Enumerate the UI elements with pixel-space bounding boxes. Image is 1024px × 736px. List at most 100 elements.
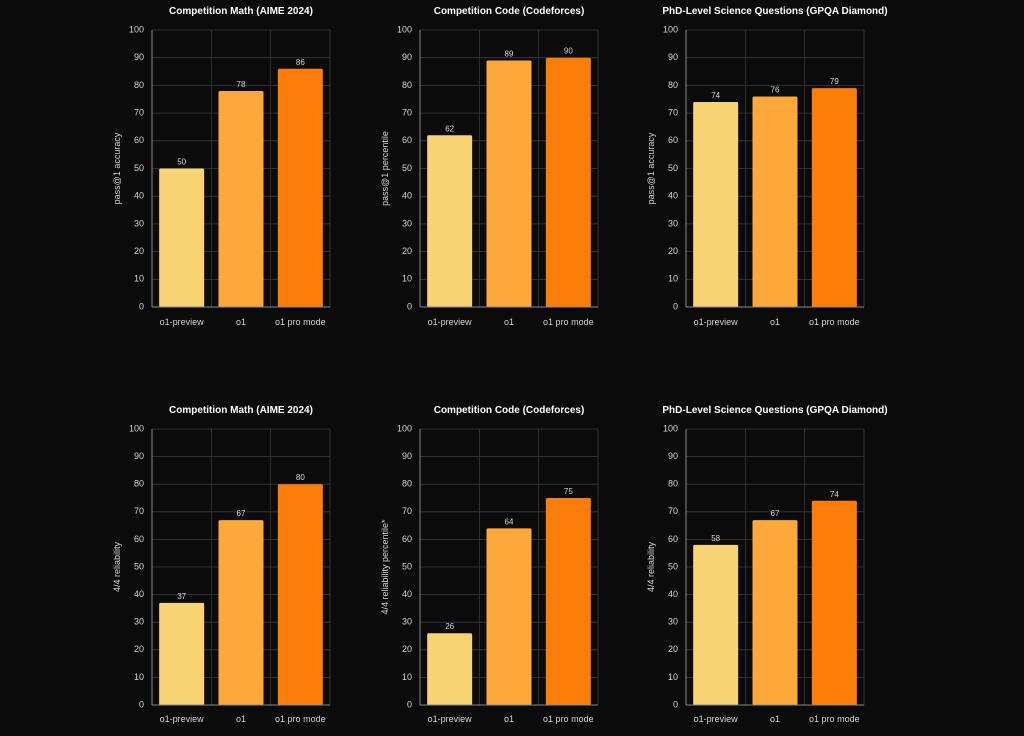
x-category-label: o1 pro mode: [809, 317, 860, 327]
y-axis-label: 4/4 reliability percentile*: [380, 519, 390, 615]
y-tick-label: 80: [402, 80, 412, 90]
y-tick-label: 40: [668, 191, 678, 201]
x-category-label: o1-preview: [160, 714, 205, 724]
x-category-label: o1-preview: [428, 714, 473, 724]
y-tick-label: 50: [668, 163, 678, 173]
bar-o1-preview: [159, 168, 205, 307]
bar-o1-preview: [693, 102, 739, 308]
bar-value-label: 37: [177, 592, 186, 601]
y-tick-label: 0: [139, 301, 144, 311]
y-tick-label: 10: [402, 672, 412, 682]
x-category-label: o1 pro mode: [275, 317, 326, 327]
bar-value-label: 26: [445, 622, 454, 631]
y-tick-label: 90: [402, 52, 412, 62]
bar-value-label: 75: [564, 487, 573, 496]
bar-o1: [486, 528, 532, 705]
x-category-label: o1: [770, 714, 780, 724]
x-category-label: o1-preview: [694, 317, 739, 327]
y-tick-label: 100: [397, 423, 412, 433]
bar-o1-pro-mode: [277, 484, 323, 705]
y-tick-label: 80: [402, 479, 412, 489]
bar-o1-preview: [159, 602, 205, 705]
bar-value-label: 50: [177, 158, 186, 167]
y-tick-label: 90: [402, 451, 412, 461]
bar-value-label: 76: [771, 85, 780, 94]
y-tick-label: 100: [129, 24, 144, 34]
bar-value-label: 64: [505, 517, 514, 526]
x-category-label: o1 pro mode: [275, 714, 326, 724]
y-tick-label: 40: [134, 191, 144, 201]
bar-value-label: 62: [445, 124, 454, 133]
bar-o1-pro-mode: [545, 498, 591, 705]
y-tick-label: 0: [139, 699, 144, 709]
x-category-label: o1 pro mode: [543, 317, 594, 327]
y-axis-label: 4/4 reliability: [112, 541, 122, 592]
y-tick-label: 30: [668, 218, 678, 228]
y-tick-label: 70: [668, 107, 678, 117]
y-tick-label: 30: [402, 617, 412, 627]
x-category-label: o1: [504, 317, 514, 327]
y-tick-label: 100: [397, 24, 412, 34]
y-tick-label: 100: [663, 423, 678, 433]
bar-o1-pro-mode: [545, 57, 591, 308]
x-category-label: o1-preview: [160, 317, 205, 327]
y-tick-label: 30: [668, 617, 678, 627]
y-tick-label: 20: [402, 644, 412, 654]
y-tick-label: 60: [668, 135, 678, 145]
y-tick-label: 40: [134, 589, 144, 599]
y-tick-label: 60: [402, 135, 412, 145]
chart-title: PhD-Level Science Questions (GPQA Diamon…: [662, 6, 887, 17]
y-tick-label: 100: [129, 423, 144, 433]
bar-o1: [752, 520, 798, 705]
y-tick-label: 50: [134, 561, 144, 571]
bar-chart-panel: PhD-Level Science Questions (GPQA Diamon…: [646, 405, 888, 724]
bar-value-label: 90: [564, 47, 573, 56]
y-tick-label: 10: [668, 274, 678, 284]
x-category-label: o1-preview: [428, 317, 473, 327]
y-tick-label: 60: [134, 534, 144, 544]
y-tick-label: 80: [134, 479, 144, 489]
bar-value-label: 78: [237, 80, 246, 89]
bar-o1-preview: [427, 633, 473, 705]
x-category-label: o1: [236, 317, 246, 327]
y-tick-label: 0: [673, 301, 678, 311]
bar-value-label: 89: [505, 49, 514, 58]
y-axis-label: pass@1 accuracy: [112, 132, 122, 204]
bar-value-label: 58: [711, 534, 720, 543]
bar-value-label: 74: [830, 490, 839, 499]
chart-title: Competition Code (Codeforces): [434, 405, 585, 416]
y-tick-label: 0: [407, 301, 412, 311]
bar-o1-pro-mode: [811, 88, 857, 307]
y-tick-label: 20: [134, 644, 144, 654]
y-tick-label: 90: [134, 451, 144, 461]
chart-title: Competition Math (AIME 2024): [169, 6, 313, 17]
y-tick-label: 10: [402, 274, 412, 284]
y-tick-label: 30: [402, 218, 412, 228]
bar-chart-panel: Competition Math (AIME 2024) 0 10 20 30 40 50 6…: [112, 6, 331, 327]
x-category-label: o1-preview: [694, 714, 739, 724]
bar-value-label: 67: [771, 509, 780, 518]
y-tick-label: 0: [673, 699, 678, 709]
y-tick-label: 70: [402, 107, 412, 117]
bar-o1: [486, 60, 532, 307]
y-tick-label: 50: [402, 561, 412, 571]
bar-o1: [218, 90, 264, 307]
bar-o1-preview: [693, 544, 739, 705]
y-axis-label: pass@1 percentile: [380, 131, 390, 206]
y-tick-label: 90: [134, 52, 144, 62]
y-tick-label: 80: [134, 80, 144, 90]
y-tick-label: 80: [668, 80, 678, 90]
y-tick-label: 20: [134, 246, 144, 256]
y-tick-label: 90: [668, 451, 678, 461]
y-tick-label: 60: [668, 534, 678, 544]
y-tick-label: 70: [134, 506, 144, 516]
y-tick-label: 70: [402, 506, 412, 516]
y-tick-label: 10: [134, 274, 144, 284]
y-tick-label: 30: [134, 218, 144, 228]
y-tick-label: 40: [668, 589, 678, 599]
y-tick-label: 20: [402, 246, 412, 256]
bar-o1: [752, 96, 798, 307]
y-axis-label: 4/4 reliability: [646, 541, 656, 592]
bar-chart-panel: Competition Code (Codeforces) 0 10 20 30 40 50…: [380, 405, 599, 724]
